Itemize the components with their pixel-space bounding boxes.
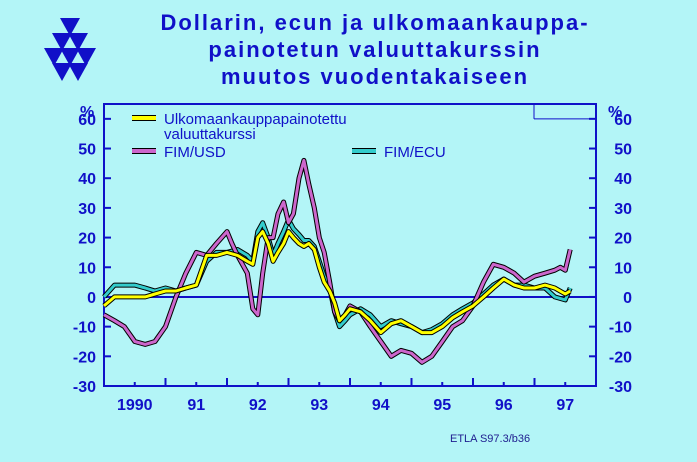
y-tick-label-left: 0 — [87, 290, 96, 307]
series-line-weighted — [103, 230, 571, 335]
series-group — [102, 157, 573, 365]
x-tick-label: 97 — [556, 397, 574, 414]
y-tick-label-right: 50 — [614, 142, 632, 159]
x-tick-label: 91 — [187, 397, 205, 414]
logo-triangle — [44, 48, 64, 66]
logo-triangle — [68, 63, 88, 81]
y-tick-label-right: 10 — [614, 260, 632, 277]
y-tick-label-right: -20 — [609, 349, 632, 366]
legend-label-weighted: Ulkomaankauppapainotettu — [164, 111, 347, 128]
x-tick-label: 93 — [310, 397, 328, 414]
y-tick-label-right: -10 — [609, 320, 632, 337]
y-tick-label-left: -10 — [73, 320, 96, 337]
title-line-3: muutos vuodentakaiseen — [220, 64, 530, 89]
x-tick-label: 95 — [433, 397, 451, 414]
y-tick-label-left: 10 — [78, 260, 96, 277]
y-tick-label-right: -30 — [609, 379, 632, 396]
logo-triangle — [68, 33, 88, 51]
etla-logo — [44, 18, 96, 81]
y-axis-left: -30 -20 -10 0 10 20 30 40 50 60 — [73, 112, 96, 396]
x-tick-label: 96 — [495, 397, 513, 414]
legend-label-weighted-line2: valuuttakurssi — [164, 126, 256, 143]
y-tick-label-right: 30 — [614, 201, 632, 218]
title-line-2: painotetun valuuttakurssin — [208, 37, 542, 62]
x-tick-label: 1990 — [117, 397, 153, 414]
series-line-usd — [103, 158, 572, 364]
legend-label-ecu: FIM/ECU — [384, 144, 446, 161]
y-tick-label-left: 30 — [78, 201, 96, 218]
y-unit-right: % — [608, 104, 622, 121]
y-tick-label-left: 50 — [78, 142, 96, 159]
logo-triangle — [52, 63, 72, 81]
y-tick-label-left: 60 — [78, 112, 96, 129]
logo-triangle — [60, 18, 80, 36]
y-tick-label-left: -20 — [73, 349, 96, 366]
y-tick-label-left: -30 — [73, 379, 96, 396]
y-tick-label-left: 20 — [78, 231, 96, 248]
y-tick-label-right: 40 — [614, 171, 632, 188]
y-tick-label-left: 40 — [78, 171, 96, 188]
logo-triangle — [60, 48, 80, 66]
legend-label-usd: FIM/USD — [164, 144, 226, 161]
logo-triangle — [76, 48, 96, 66]
title-line-1: Dollarin, ecun ja ulkomaankauppa- — [160, 10, 590, 35]
x-tick-label: 94 — [372, 397, 390, 414]
y-tick-label-right: 20 — [614, 231, 632, 248]
axis-ticks — [103, 117, 597, 387]
y-unit-left: % — [80, 104, 94, 121]
legend: UlkomaankauppapainotettuvaluuttakurssiFI… — [132, 111, 446, 161]
y-axis-right: -30 -20 -10 0 10 20 30 40 50 60 — [609, 112, 632, 396]
y-tick-label-right: 60 — [614, 112, 632, 129]
y-tick-label-right: 0 — [623, 290, 632, 307]
logo-triangle — [52, 33, 72, 51]
x-tick-label: 92 — [249, 397, 267, 414]
x-axis: 1990 91 92 93 94 95 96 97 — [117, 397, 574, 414]
source-credit: ETLA S97.3/b36 — [450, 433, 531, 445]
